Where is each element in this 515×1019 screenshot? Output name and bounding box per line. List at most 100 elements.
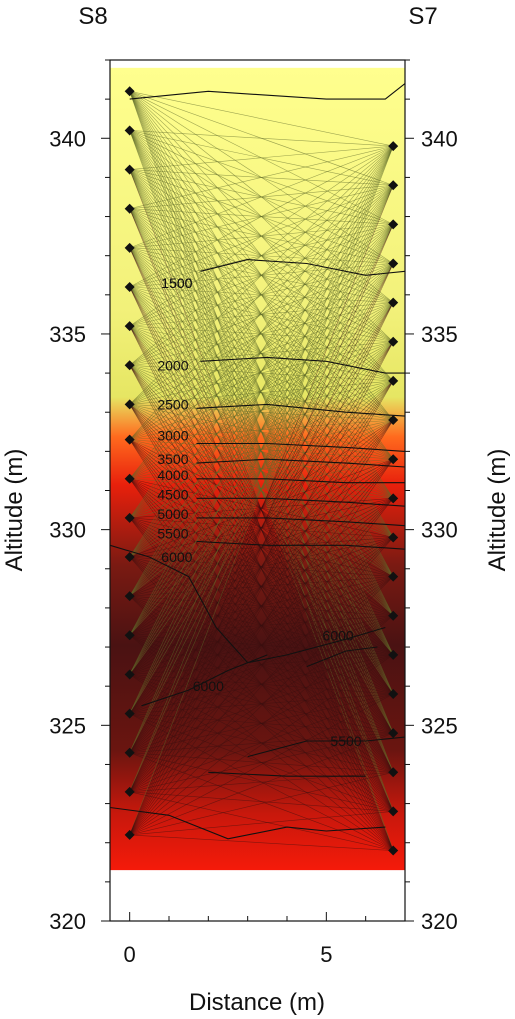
contour-lines: [110, 83, 405, 840]
contour-line: [208, 771, 366, 777]
ray-path: [129, 302, 394, 836]
axis-ticks: [101, 59, 414, 922]
ray-path: [129, 380, 394, 793]
x-axis-title: Distance (m): [189, 989, 325, 1016]
sensor-marker: [388, 141, 399, 152]
sensor-marker: [388, 806, 399, 817]
contour-label: 4000: [157, 467, 188, 483]
contour-label: 5000: [157, 506, 188, 522]
ray-path: [129, 576, 394, 793]
ray-path: [129, 185, 394, 405]
ray-path: [129, 145, 394, 558]
contour-label: 3000: [157, 428, 188, 444]
sensor-marker: [124, 321, 135, 332]
contour-label: 1500: [161, 275, 192, 291]
ray-path: [129, 576, 394, 836]
borehole-label-left: S8: [78, 3, 107, 30]
y-tick-label-right: 335: [421, 322, 458, 347]
ray-path: [129, 145, 394, 479]
sensor-marker: [388, 571, 399, 582]
y-tick-label-right: 325: [421, 713, 458, 738]
sensor-marker: [124, 399, 135, 410]
ray-path: [129, 732, 394, 793]
ray-path: [129, 145, 394, 675]
sensor-marker: [388, 415, 399, 426]
ray-path: [129, 145, 394, 519]
ray-path: [129, 404, 394, 538]
ray-path: [129, 419, 394, 793]
borehole-label-right: S7: [408, 3, 437, 30]
sensor-marker: [124, 164, 135, 175]
ray-path: [129, 145, 394, 210]
ray-path: [129, 771, 394, 836]
contour-line: [129, 83, 405, 100]
contour-label: 3500: [157, 451, 188, 467]
sensor-markers: [124, 86, 399, 856]
ray-path: [129, 224, 394, 792]
ray-path: [129, 145, 394, 714]
ray-path: [129, 791, 394, 851]
ray-path: [129, 654, 394, 793]
contour-line: [196, 540, 405, 550]
sensor-marker: [124, 669, 135, 680]
ray-path: [129, 654, 394, 836]
ray-path: [129, 404, 394, 421]
sensor-marker: [388, 649, 399, 660]
ray-path: [129, 615, 394, 793]
left-y-tick-labels: 320 325 330 335 340: [49, 126, 86, 934]
ray-path: [129, 537, 394, 793]
ray-path: [129, 145, 394, 288]
sensor-marker: [124, 434, 135, 445]
ray-path: [129, 834, 394, 851]
y-tick-label-left: 335: [49, 322, 86, 347]
contour-line: [196, 458, 405, 468]
contour-line: [306, 646, 378, 668]
ray-paths: [129, 91, 394, 851]
ray-path: [129, 145, 394, 792]
contour-label: 6000: [161, 549, 192, 565]
y-axis-title-right: Altitude (m): [484, 449, 511, 572]
contour-label: 2500: [157, 396, 188, 412]
contour-label: 6000: [193, 678, 224, 694]
sensor-marker: [124, 630, 135, 641]
y-tick-label-left: 340: [49, 126, 86, 151]
ray-path: [129, 145, 394, 405]
sensor-marker: [124, 786, 135, 797]
contour-label: 1500: [161, 275, 192, 291]
ray-path: [129, 498, 394, 793]
x-tick-label: 5: [320, 942, 332, 967]
sensor-marker: [388, 375, 399, 386]
sensor-marker: [388, 454, 399, 465]
sensor-marker: [124, 552, 135, 563]
sensor-marker: [124, 829, 135, 840]
sensor-marker: [124, 360, 135, 371]
contour-line: [196, 442, 405, 452]
ray-path: [129, 380, 394, 405]
ray-path: [129, 732, 394, 836]
ray-path: [129, 404, 394, 460]
ray-path: [129, 263, 394, 836]
contour-labels: 1500150020002500300035004000450050005500…: [157, 275, 361, 749]
ray-path: [129, 263, 394, 792]
ray-path: [129, 145, 394, 836]
sensor-marker: [388, 297, 399, 308]
contour-label: 6000: [323, 627, 354, 643]
contour-line: [200, 356, 405, 374]
sensor-marker: [388, 728, 399, 739]
contour-label: 5500: [330, 733, 361, 749]
contour-label: 5500: [157, 526, 188, 542]
ray-path: [129, 693, 394, 793]
sensor-marker: [124, 747, 135, 758]
sensor-marker: [388, 493, 399, 504]
ray-path: [129, 145, 394, 249]
ray-path: [129, 145, 394, 636]
ray-path: [129, 419, 394, 836]
ray-path: [129, 380, 394, 836]
sensor-marker: [388, 219, 399, 230]
sensor-marker: [388, 532, 399, 543]
sensor-marker: [388, 610, 399, 621]
y-tick-label-left: 325: [49, 713, 86, 738]
sensor-marker: [124, 473, 135, 484]
ray-path: [129, 498, 394, 836]
